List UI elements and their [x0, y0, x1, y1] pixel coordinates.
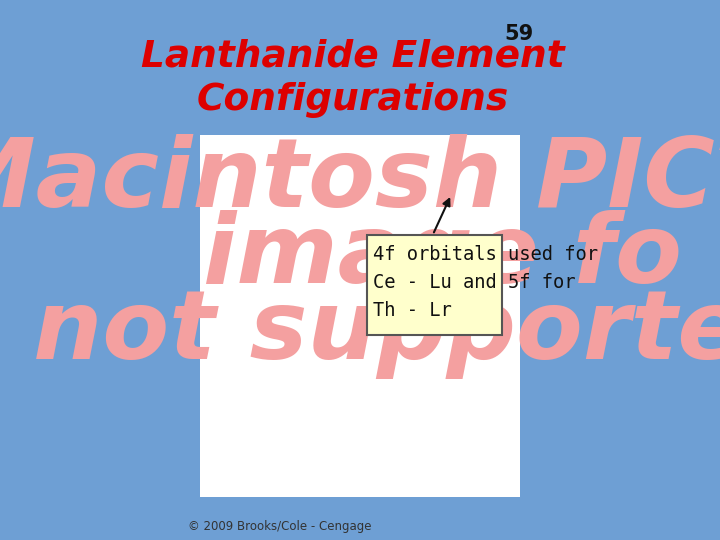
Bar	[174, 0, 546, 130]
Bar	[367, 235, 502, 335]
Text: Lanthanide Element: Lanthanide Element	[140, 39, 564, 75]
Bar	[199, 135, 521, 497]
Text: © 2009 Brooks/Cole - Cengage: © 2009 Brooks/Cole - Cengage	[189, 520, 372, 533]
Text: Macintosh PICT: Macintosh PICT	[0, 134, 720, 227]
Text: 4f orbitals used for
Ce - Lu and 5f for
Th - Lr: 4f orbitals used for Ce - Lu and 5f for …	[373, 245, 598, 320]
Text: 59: 59	[504, 24, 534, 44]
Text: image fo: image fo	[203, 210, 683, 303]
Text: Configurations: Configurations	[197, 82, 508, 118]
Text: is not supported: is not supported	[0, 286, 720, 379]
